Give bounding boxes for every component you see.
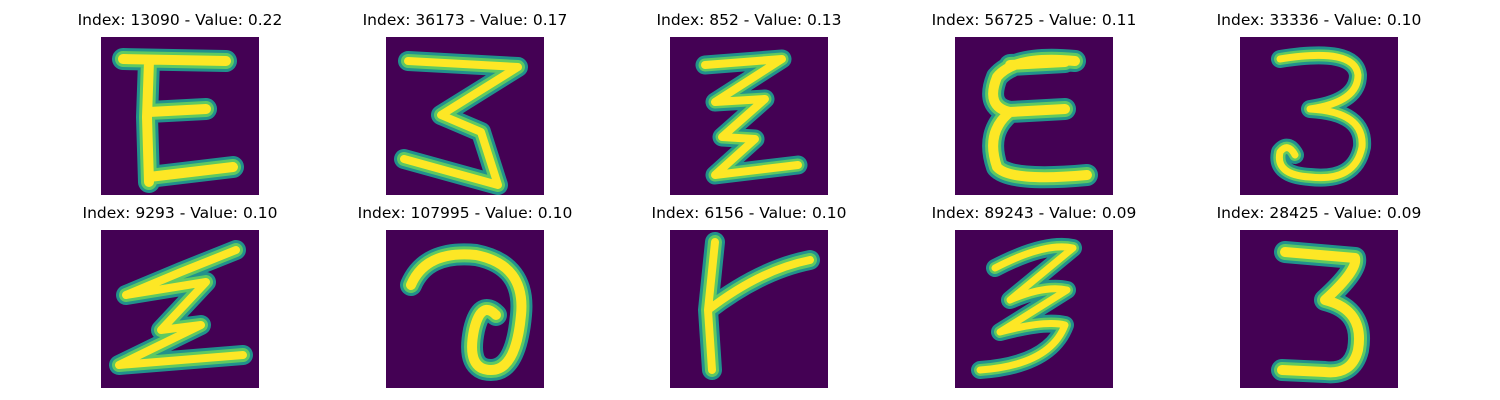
digit-image xyxy=(386,37,544,195)
panel-title: Index: 28425 - Value: 0.09 xyxy=(1216,204,1422,222)
digit-image xyxy=(955,230,1113,388)
panel-10: Index: 28425 - Value: 0.09 xyxy=(1184,203,1454,393)
panel-title: Index: 13090 - Value: 0.22 xyxy=(77,11,283,29)
digit-image xyxy=(670,37,828,195)
digit-image xyxy=(1240,37,1398,195)
panel-title: Index: 56725 - Value: 0.11 xyxy=(931,11,1137,29)
digit-image xyxy=(1240,230,1398,388)
panel-title: Index: 89243 - Value: 0.09 xyxy=(931,204,1137,222)
panel-3: Index: 852 - Value: 0.13 xyxy=(614,10,884,200)
panel-2: Index: 36173 - Value: 0.17 xyxy=(330,10,600,200)
panel-4: Index: 56725 - Value: 0.11 xyxy=(899,10,1169,200)
panel-title: Index: 6156 - Value: 0.10 xyxy=(651,204,847,222)
digit-image xyxy=(101,37,259,195)
digit-image xyxy=(670,230,828,388)
panel-title: Index: 107995 - Value: 0.10 xyxy=(357,204,573,222)
panel-9: Index: 89243 - Value: 0.09 xyxy=(899,203,1169,393)
digit-image xyxy=(386,230,544,388)
panel-title: Index: 9293 - Value: 0.10 xyxy=(82,204,278,222)
panel-title: Index: 36173 - Value: 0.17 xyxy=(362,11,568,29)
panel-5: Index: 33336 - Value: 0.10 xyxy=(1184,10,1454,200)
digit-image xyxy=(101,230,259,388)
panel-title: Index: 33336 - Value: 0.10 xyxy=(1216,11,1422,29)
digit-image xyxy=(955,37,1113,195)
panel-6: Index: 9293 - Value: 0.10 xyxy=(45,203,315,393)
panel-7: Index: 107995 - Value: 0.10 xyxy=(330,203,600,393)
panel-8: Index: 6156 - Value: 0.10 xyxy=(614,203,884,393)
panel-title: Index: 852 - Value: 0.13 xyxy=(656,11,842,29)
panel-1: Index: 13090 - Value: 0.22 xyxy=(45,10,315,200)
